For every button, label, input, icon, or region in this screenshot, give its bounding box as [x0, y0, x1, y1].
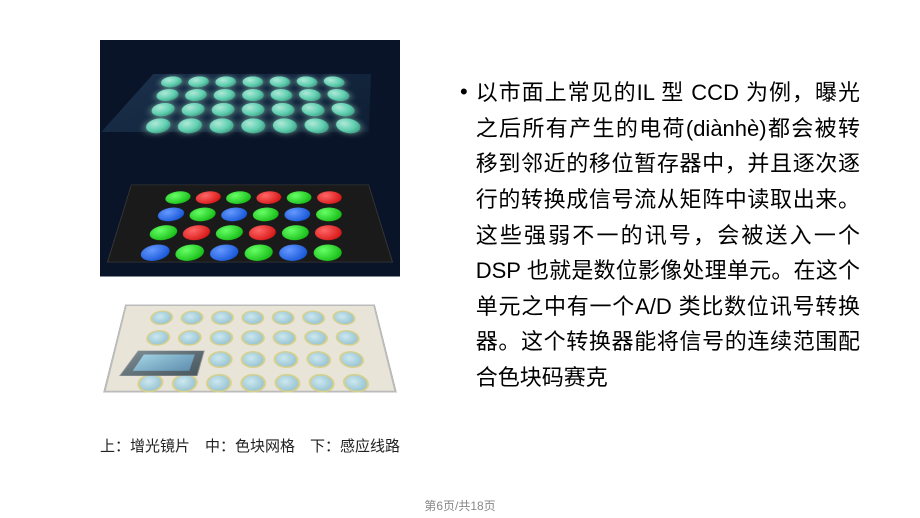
microlens [213, 89, 236, 101]
microlens [301, 103, 327, 116]
page-number: 第6页/共18页 [0, 497, 920, 514]
microlens [303, 118, 330, 133]
color-filter-cell [316, 208, 342, 222]
body-text: 以市面上常见的IL 型 CCD 为例，曝光之后所有产生的电荷(diànhè)都会… [476, 75, 860, 396]
color-filter-cell [247, 225, 277, 240]
sensor-cell [149, 311, 174, 325]
microlens [180, 103, 205, 116]
microlens [330, 103, 357, 116]
microlens [176, 118, 203, 133]
sensor-cell [145, 330, 171, 346]
color-filter-cell [251, 208, 279, 222]
sensor-cell [331, 311, 356, 325]
layer-color-filter [107, 185, 393, 263]
color-filter-cell [243, 244, 274, 260]
microlens [334, 118, 363, 133]
layer-microlenses [116, 74, 383, 132]
sensor-cell [177, 330, 202, 346]
sensor-cell [211, 311, 235, 325]
text-area: • 以市面上常见的IL 型 CCD 为例，曝光之后所有产生的电荷(diànhè)… [410, 40, 870, 498]
microlens [270, 89, 293, 101]
color-filter-cell [187, 208, 217, 222]
microlens [242, 76, 263, 87]
sensor-cell [338, 351, 366, 368]
color-filter-cell [147, 225, 180, 240]
microlens [272, 118, 298, 133]
microlens [296, 76, 319, 87]
microlens [241, 118, 266, 133]
bullet-glyph: • [460, 79, 468, 105]
color-filter-cell [208, 244, 240, 260]
color-filter-cell [194, 191, 223, 204]
color-filter-cell [286, 191, 312, 204]
figure-area: 上：增光镜片 中：色块网格 下：感应线路 [100, 40, 410, 498]
sensor-cell [241, 351, 266, 368]
microlens [242, 103, 265, 116]
microlens [187, 76, 210, 87]
microlens [144, 118, 173, 133]
microlens [215, 76, 237, 87]
sensor-cell [303, 330, 329, 346]
color-filter-cell [317, 191, 342, 204]
microlens [149, 103, 176, 116]
color-filter-cell [255, 191, 282, 204]
microlens [242, 89, 264, 101]
sensor-cell [240, 374, 266, 392]
microlens [269, 76, 291, 87]
color-filter-cell [281, 225, 309, 240]
sensor-cell [301, 311, 326, 325]
color-filter-cell [173, 244, 207, 260]
microlens [298, 89, 322, 101]
microlens [326, 89, 352, 101]
color-filter-cell [155, 208, 186, 222]
sensor-cell [273, 351, 299, 368]
microlens [155, 89, 180, 101]
color-filter-cell [180, 225, 212, 240]
color-filter-cell [219, 208, 248, 222]
sensor-cell [308, 374, 336, 392]
figure-caption: 上：增光镜片 中：色块网格 下：感应线路 [100, 429, 400, 462]
color-filter-cell [214, 225, 245, 240]
sensor-cell [274, 374, 301, 392]
bullet-item: • 以市面上常见的IL 型 CCD 为例，曝光之后所有产生的电荷(diànhè)… [460, 75, 860, 396]
color-filter-cell [313, 244, 342, 260]
sensor-cell [171, 374, 199, 392]
color-filter-cell [138, 244, 173, 260]
layer-sensor-circuit [103, 305, 397, 393]
sensor-cell [272, 330, 297, 346]
sensor-cell [241, 311, 264, 325]
microlens [209, 118, 234, 133]
sensor-cell [342, 374, 371, 392]
microlens [322, 76, 346, 87]
microlens [159, 76, 183, 87]
microlens [271, 103, 295, 116]
color-filter-cell [284, 208, 311, 222]
slide-container: 上：增光镜片 中：色块网格 下：感应线路 • 以市面上常见的IL 型 CCD 为… [0, 0, 920, 518]
sensor-cell [180, 311, 204, 325]
sensor-cell [207, 351, 233, 368]
sensor-cell [205, 374, 232, 392]
sensor-cell [335, 330, 362, 346]
color-filter-cell [314, 225, 341, 240]
sensor-cell [306, 351, 333, 368]
color-filter-cell [163, 191, 193, 204]
color-filter-cell [278, 244, 308, 260]
sensor-cell [136, 374, 165, 392]
sensor-cell [272, 311, 296, 325]
sensor-cell [209, 330, 234, 346]
microlens [211, 103, 235, 116]
ccd-layers-graphic: 上：增光镜片 中：色块网格 下：感应线路 [100, 40, 400, 470]
sensor-cell [241, 330, 265, 346]
color-filter-cell [224, 191, 252, 204]
microlens [184, 89, 208, 101]
